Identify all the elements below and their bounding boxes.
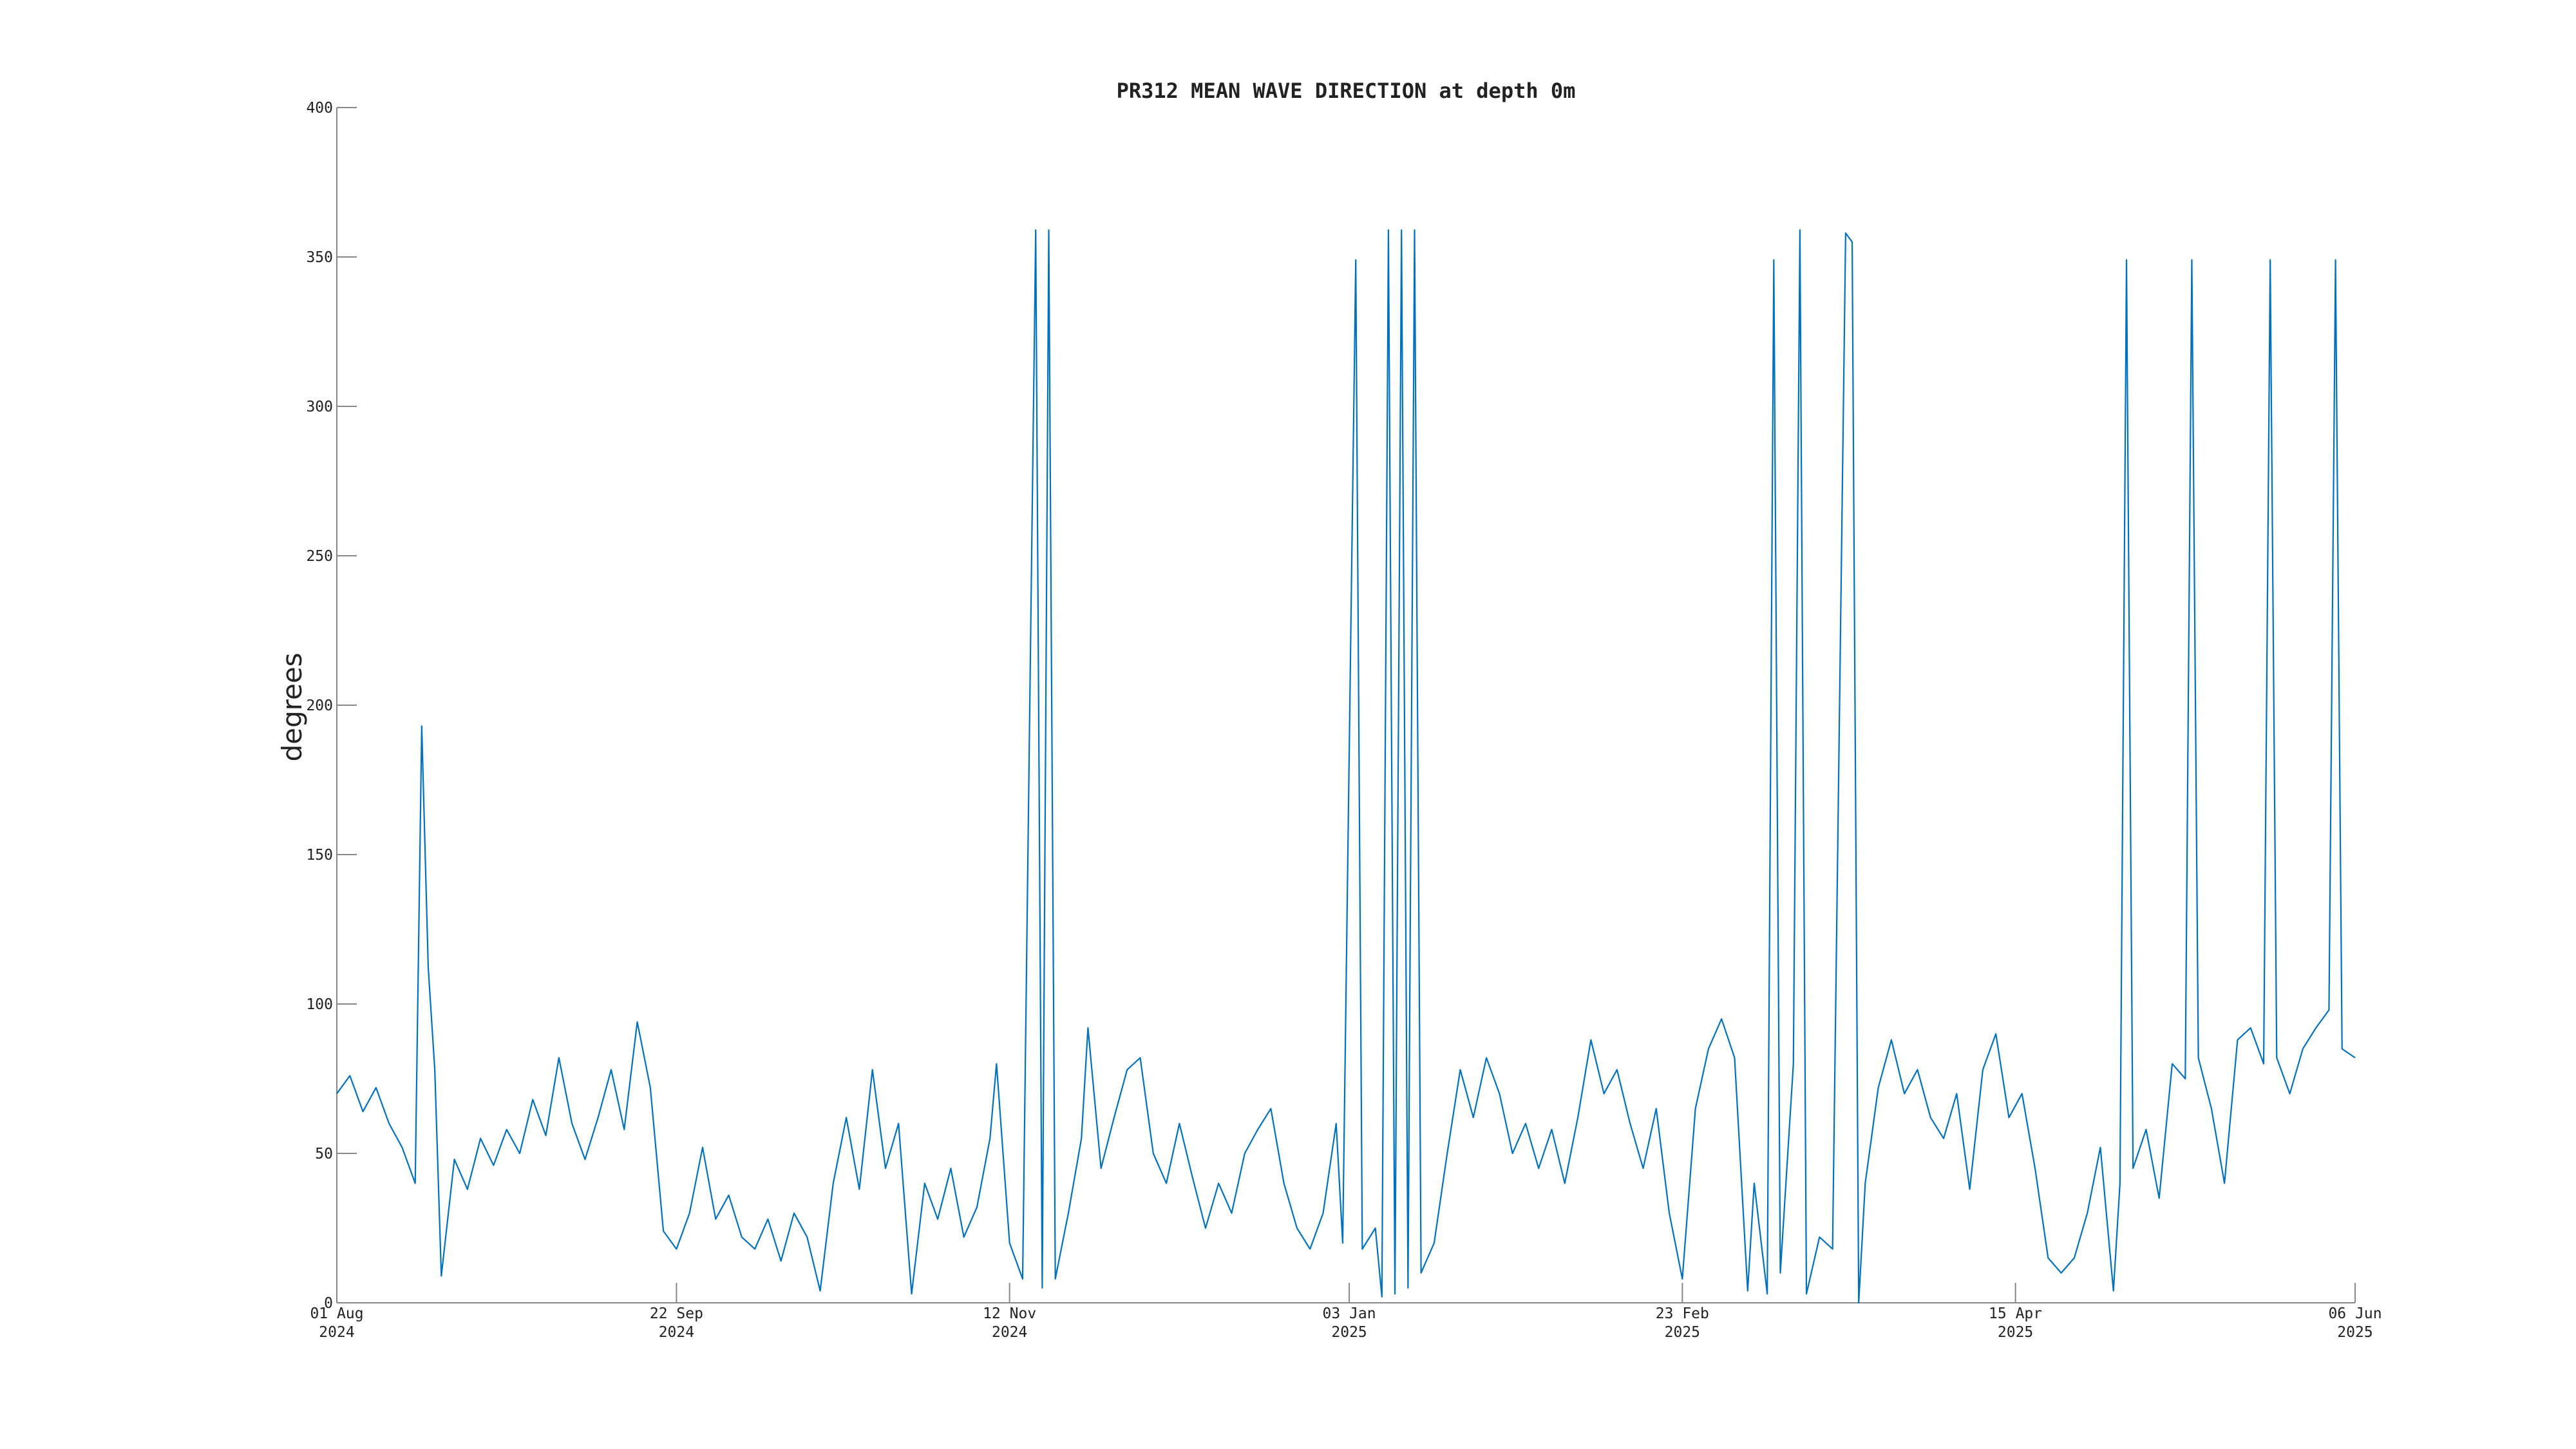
x-tick-label: 2024 <box>992 1324 1027 1341</box>
chart-title: PR312 MEAN WAVE DIRECTION at depth 0m <box>1117 79 1576 103</box>
x-tick-label: 06 Jun <box>2328 1305 2382 1322</box>
y-tick-label: 100 <box>306 996 333 1013</box>
y-axis-label: degrees <box>276 652 308 761</box>
x-tick-label: 01 Aug <box>310 1305 363 1322</box>
x-tick-label: 2024 <box>319 1324 354 1341</box>
x-tick-label: 12 Nov <box>983 1305 1036 1322</box>
x-tick-label: 03 Jan <box>1323 1305 1376 1322</box>
x-tick-label: 2025 <box>1665 1324 1700 1341</box>
y-tick-label: 400 <box>306 100 333 117</box>
x-tick-label: 2025 <box>1331 1324 1367 1341</box>
y-tick-label: 300 <box>306 399 333 415</box>
y-tick-label: 150 <box>306 847 333 864</box>
x-tick-label: 2025 <box>1998 1324 2033 1341</box>
x-tick-label: 22 Sep <box>650 1305 703 1322</box>
y-tick-label: 50 <box>315 1146 333 1162</box>
x-tick-label: 15 Apr <box>1989 1305 2042 1322</box>
y-tick-label: 350 <box>306 249 333 266</box>
data-line <box>336 229 2356 1304</box>
x-tick-label: 2024 <box>659 1324 694 1341</box>
y-tick-label: 250 <box>306 548 333 565</box>
x-tick-label: 23 Feb <box>1656 1305 1709 1322</box>
x-tick-label: 2025 <box>2337 1324 2372 1341</box>
y-tick-label: 200 <box>306 697 333 714</box>
y-tick-label: 0 <box>324 1295 333 1312</box>
